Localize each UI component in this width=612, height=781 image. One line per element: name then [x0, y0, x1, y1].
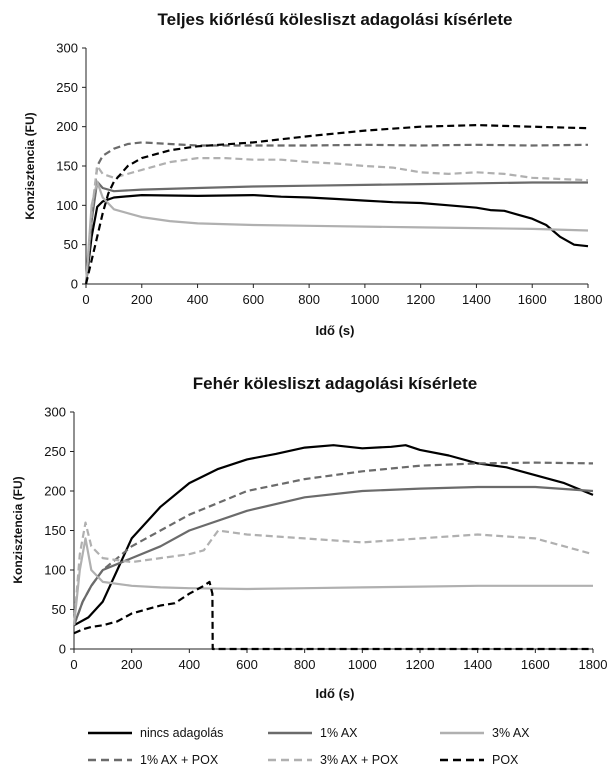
series-line-1-ax-pox [72, 461, 594, 626]
x-tick-label: 600 [236, 657, 258, 672]
chart-white-flour: Fehér kölesliszt adagolási kísérlete Idő… [11, 374, 607, 701]
legend-label: nincs adagolás [140, 726, 223, 740]
x-tick-label: 1800 [579, 657, 608, 672]
series-line-3-ax [72, 537, 593, 626]
series-line-3-ax-pox [84, 157, 589, 285]
chart-title: Teljes kiőrlésű kölesliszt adagolási kís… [158, 10, 513, 29]
legend-label: 1% AX [320, 726, 358, 740]
chart-whole-grain: Teljes kiőrlésű kölesliszt adagolási kís… [23, 10, 602, 338]
y-tick-label: 0 [71, 277, 78, 292]
legend-label: 3% AX + POX [320, 753, 399, 767]
y-tick-label: 100 [56, 198, 78, 213]
y-axis-label: Konzisztencia (FU) [23, 112, 37, 219]
series-line-1-ax-pox [84, 141, 589, 285]
series-line-pox [73, 580, 593, 651]
y-tick-label: 0 [59, 642, 66, 657]
x-tick-label: 800 [294, 657, 316, 672]
x-tick-label: 1000 [348, 657, 377, 672]
x-tick-label: 0 [82, 292, 89, 307]
x-tick-label: 400 [187, 292, 209, 307]
x-tick-label: 800 [298, 292, 320, 307]
legend: nincs adagolás 1% AX 3% AX 1% AX + POX 3% AX… [88, 726, 530, 767]
y-tick-label: 300 [56, 41, 78, 56]
y-tick-label: 50 [64, 237, 78, 252]
x-tick-label: 1800 [574, 292, 603, 307]
series-line-nincs-adagol-s [73, 444, 594, 627]
series-line-1-ax [72, 485, 594, 626]
y-tick-label: 200 [44, 484, 66, 499]
x-tick-label: 1600 [518, 292, 547, 307]
series-line-1-ax [84, 180, 588, 285]
chart-title: Fehér kölesliszt adagolási kísérlete [193, 374, 477, 393]
y-tick-label: 150 [44, 523, 66, 538]
x-tick-label: 1400 [462, 292, 491, 307]
y-tick-label: 50 [52, 602, 66, 617]
x-axis-label: Idő (s) [316, 686, 355, 701]
series-line-3-ax [84, 180, 589, 285]
x-tick-label: 600 [242, 292, 264, 307]
x-tick-label: 200 [131, 292, 153, 307]
x-tick-label: 1000 [350, 292, 379, 307]
x-tick-label: 0 [70, 657, 77, 672]
y-tick-label: 250 [44, 444, 66, 459]
legend-label: POX [492, 753, 519, 767]
x-tick-label: 400 [178, 657, 200, 672]
series-line-pox [84, 123, 589, 285]
y-tick-label: 150 [56, 159, 78, 174]
legend-label: 3% AX [492, 726, 530, 740]
y-tick-label: 200 [56, 119, 78, 134]
legend-label: 1% AX + POX [140, 753, 219, 767]
y-tick-label: 100 [44, 563, 66, 578]
y-tick-label: 300 [44, 405, 66, 420]
x-tick-label: 1200 [406, 292, 435, 307]
x-tick-label: 200 [121, 657, 143, 672]
x-tick-label: 1400 [463, 657, 492, 672]
y-tick-label: 250 [56, 80, 78, 95]
series-line-3-ax-pox [72, 521, 594, 626]
x-axis-label: Idő (s) [316, 323, 355, 338]
x-tick-label: 1600 [521, 657, 550, 672]
series-line-nincs-adagol-s [84, 194, 589, 285]
y-axis-label: Konzisztencia (FU) [11, 476, 25, 583]
x-tick-label: 1200 [406, 657, 435, 672]
